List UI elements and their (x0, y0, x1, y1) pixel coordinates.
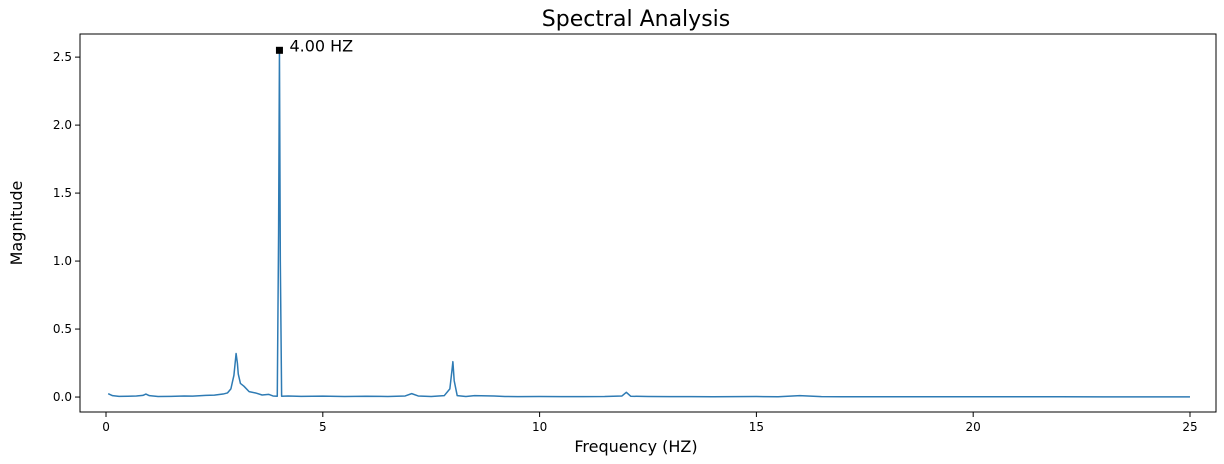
series-line-magnitude (107, 49, 1190, 398)
x-tick-label: 15 (749, 420, 764, 434)
y-tick-label: 2.5 (53, 50, 72, 64)
y-axis-ticks: 0.0 0.5 1.0 1.5 2.0 2.5 (53, 50, 80, 404)
y-tick-label: 2.0 (53, 118, 72, 132)
x-tick-label: 0 (102, 420, 110, 434)
x-tick-label: 20 (966, 420, 981, 434)
y-tick-label: 0.0 (53, 390, 72, 404)
y-tick-label: 0.5 (53, 322, 72, 336)
peak-marker (275, 46, 283, 54)
peak-label: 4.00 HZ (289, 36, 353, 55)
y-tick-label: 1.5 (53, 186, 72, 200)
x-tick-label: 25 (1182, 420, 1197, 434)
x-axis-ticks: 0 5 10 15 20 25 (102, 412, 1198, 434)
y-axis-title: Magnitude (7, 181, 26, 266)
plot-area-frame (79, 33, 1217, 413)
x-tick-label: 5 (319, 420, 327, 434)
chart-title: Spectral Analysis (542, 7, 730, 32)
x-tick-label: 10 (532, 420, 547, 434)
x-axis-title: Frequency (HZ) (574, 437, 697, 456)
y-tick-label: 1.0 (53, 254, 72, 268)
